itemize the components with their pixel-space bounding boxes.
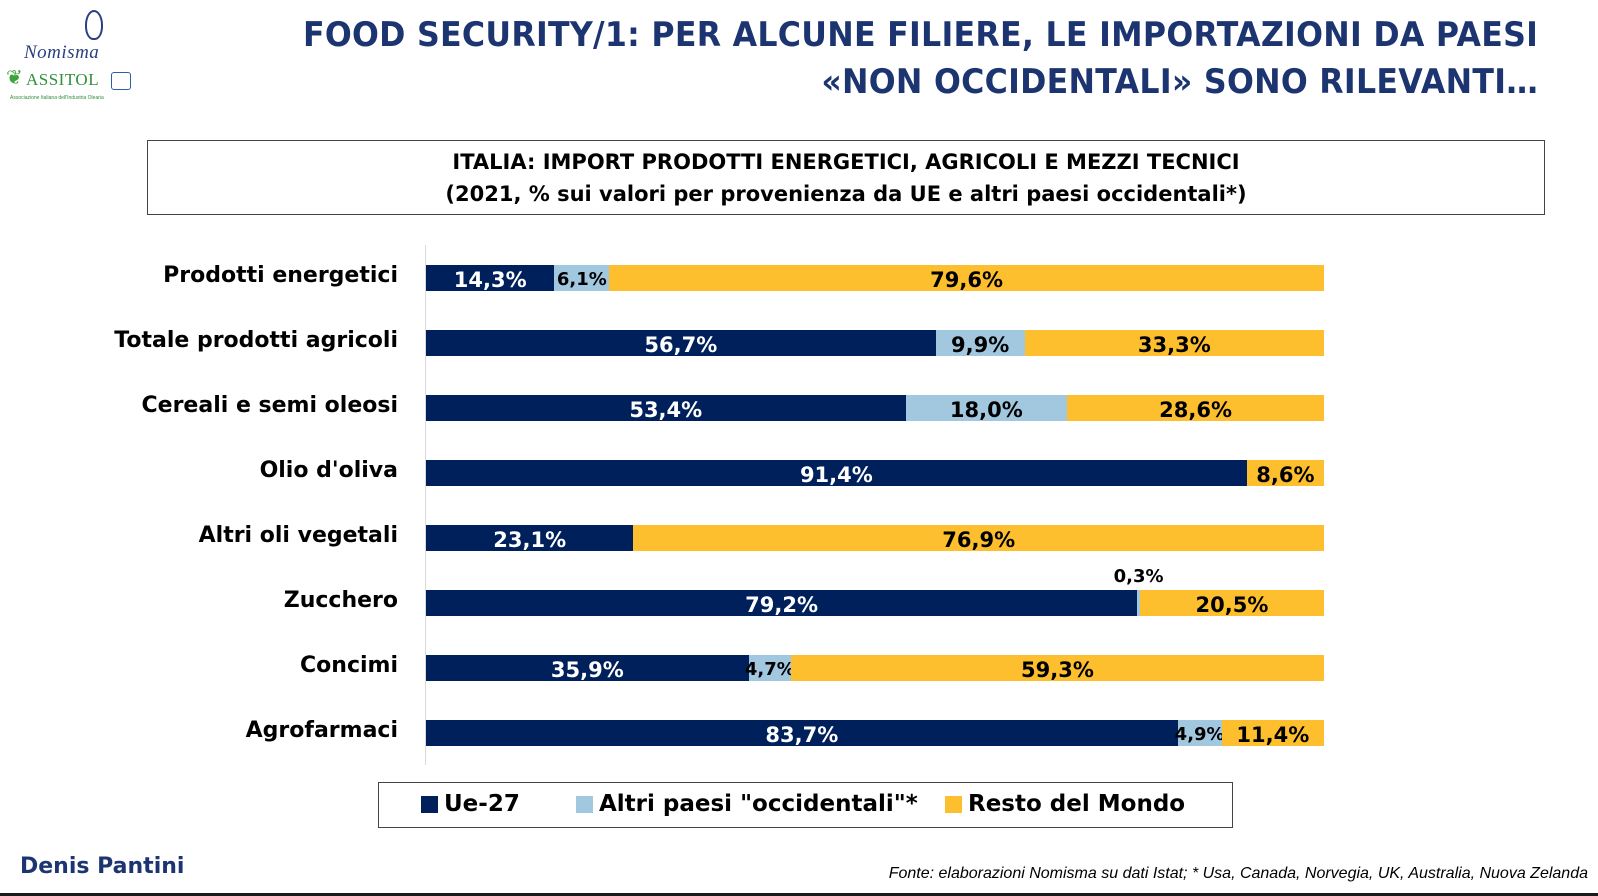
legend-label-resto: Resto del Mondo — [968, 791, 1186, 817]
author-name: Denis Pantini — [20, 854, 185, 879]
assitol-logo: ❦ ASSITOL Associazione Italiana dell'Ind… — [6, 68, 131, 106]
category-label-totale-prodotti-agricoli: Totale prodotti agricoli — [114, 328, 398, 353]
bar-segment-ue-27 — [426, 395, 906, 421]
bar-segment-altri-paesi-occidentali — [748, 655, 791, 681]
legend-swatch-resto — [945, 795, 962, 813]
bar-row-prodotti-energetici: 14,3% 6,1% 79,6% — [426, 265, 1324, 292]
data-label-resto-del-mondo: 79,6% — [930, 268, 1004, 292]
data-label-altri-paesi-occidentali: 18,0% — [949, 398, 1023, 422]
bar-segment-ue-27 — [426, 720, 1178, 746]
chart-legend: Ue-27 Altri paesi "occidentali"* Resto d… — [378, 782, 1233, 828]
bar-segment-resto-del-mondo — [1024, 330, 1324, 356]
chart-title: ITALIA: IMPORT PRODOTTI ENERGETICI, AGRI… — [452, 150, 1240, 174]
bar-segment-altri-paesi-occidentali — [1177, 720, 1222, 746]
bar-segment-resto-del-mondo — [1246, 460, 1324, 486]
bar-segment-altri-paesi-occidentali — [935, 330, 1025, 356]
bar-segment-ue-27 — [426, 330, 936, 356]
bar-segment-ue-27 — [426, 525, 634, 551]
category-label-altri-oli-vegetali: Altri oli vegetali — [198, 523, 398, 548]
data-label-altri-paesi-occidentali: 0,3% — [1113, 566, 1164, 587]
data-label-ue-27: 91,4% — [799, 463, 873, 487]
category-label-olio-d-oliva: Olio d'oliva — [259, 458, 398, 483]
data-label-ue-27: 56,7% — [644, 333, 718, 357]
bar-row-agrofarmaci: 83,7% 4,9% 11,4% — [426, 720, 1324, 747]
category-label-cereali-e-semi-oleosi: Cereali e semi oleosi — [141, 393, 398, 418]
legend-swatch-ue27 — [421, 795, 438, 813]
bar-segment-resto-del-mondo — [1139, 590, 1324, 616]
data-label-altri-paesi-occidentali: 4,7% — [744, 659, 795, 680]
bar-row-olio-d-oliva: 91,4% 8,6% — [426, 460, 1324, 487]
bar-segment-resto-del-mondo — [633, 525, 1324, 551]
data-label-resto-del-mondo: 59,3% — [1021, 658, 1094, 682]
bar-row-totale-prodotti-agricoli: 56,7% 9,9% 33,3% — [426, 330, 1324, 357]
page-title: FOOD SECURITY/1: PER ALCUNE FILIERE, LE … — [303, 12, 1538, 106]
confindustria-icon — [111, 72, 131, 90]
data-label-ue-27: 53,4% — [629, 398, 703, 422]
data-label-altri-paesi-occidentali: 9,9% — [951, 333, 1010, 357]
chart-subtitle: (2021, % sui valori per provenienza da U… — [445, 182, 1247, 206]
data-label-resto-del-mondo: 11,4% — [1236, 723, 1310, 747]
data-label-ue-27: 14,3% — [453, 268, 527, 292]
bottom-divider — [0, 893, 1598, 896]
data-label-ue-27: 35,9% — [550, 658, 624, 682]
legend-item-ue27: Ue-27 — [421, 791, 520, 817]
bar-segment-resto-del-mondo — [609, 265, 1324, 291]
legend-label-ue27: Ue-27 — [444, 791, 520, 817]
bar-segment-ue-27 — [426, 265, 555, 291]
legend-item-resto: Resto del Mondo — [945, 791, 1185, 817]
bar-segment-resto-del-mondo — [1221, 720, 1324, 746]
chart-title-box: ITALIA: IMPORT PRODOTTI ENERGETICI, AGRI… — [147, 140, 1545, 215]
nomisma-emblem-icon — [85, 10, 103, 40]
data-label-altri-paesi-occidentali: 6,1% — [556, 269, 607, 290]
category-label-zucchero: Zucchero — [283, 588, 398, 613]
bar-segment-altri-paesi-occidentali — [905, 395, 1068, 421]
data-label-ue-27: 23,1% — [493, 528, 567, 552]
source-note: Fonte: elaborazioni Nomisma su dati Ista… — [888, 865, 1588, 882]
assitol-wordmark: ASSITOL — [26, 70, 100, 89]
bar-segment-ue-27 — [426, 590, 1138, 616]
bar-segment-ue-27 — [426, 655, 749, 681]
page-title-line-1: FOOD SECURITY/1: PER ALCUNE FILIERE, LE … — [302, 15, 1538, 55]
data-label-altri-paesi-occidentali: 4,9% — [1174, 724, 1225, 745]
bar-row-zucchero: 79,2% 0,3% 20,5% — [426, 566, 1324, 617]
tree-icon: ❦ — [6, 67, 23, 89]
page-title-line-2: «NON OCCIDENTALI» SONO RILEVANTI… — [821, 62, 1538, 102]
category-label-agrofarmaci: Agrofarmaci — [245, 718, 398, 743]
bar-row-altri-oli-vegetali: 23,1% 76,9% — [426, 525, 1324, 552]
legend-swatch-altri — [576, 795, 593, 813]
data-label-resto-del-mondo: 33,3% — [1137, 333, 1211, 357]
data-label-ue-27: 83,7% — [765, 723, 839, 747]
bar-segment-altri-paesi-occidentali — [554, 265, 610, 291]
data-label-resto-del-mondo: 20,5% — [1195, 593, 1269, 617]
legend-label-altri: Altri paesi "occidentali"* — [599, 791, 918, 817]
bar-segment-altri-paesi-occidentali — [1137, 590, 1140, 616]
data-label-ue-27: 79,2% — [745, 593, 819, 617]
category-label-concimi: Concimi — [300, 653, 398, 678]
category-label-prodotti-energetici: Prodotti energetici — [163, 263, 398, 288]
data-label-resto-del-mondo: 8,6% — [1256, 463, 1315, 487]
data-label-resto-del-mondo: 28,6% — [1159, 398, 1233, 422]
legend-item-altri: Altri paesi "occidentali"* — [576, 791, 918, 817]
category-axis-line — [425, 245, 426, 765]
bar-segment-resto-del-mondo — [1067, 395, 1324, 421]
assitol-subtitle: Associazione Italiana dell'Industria Ole… — [10, 95, 104, 101]
bar-segment-ue-27 — [426, 460, 1247, 486]
nomisma-logo: Nomisma — [10, 8, 125, 66]
nomisma-wordmark: Nomisma — [24, 42, 100, 63]
bar-row-concimi: 35,9% 4,7% 59,3% — [426, 655, 1324, 682]
data-label-resto-del-mondo: 76,9% — [942, 528, 1016, 552]
bar-row-cereali-e-semi-oleosi: 53,4% 18,0% 28,6% — [426, 395, 1324, 422]
bar-segment-resto-del-mondo — [790, 655, 1324, 681]
